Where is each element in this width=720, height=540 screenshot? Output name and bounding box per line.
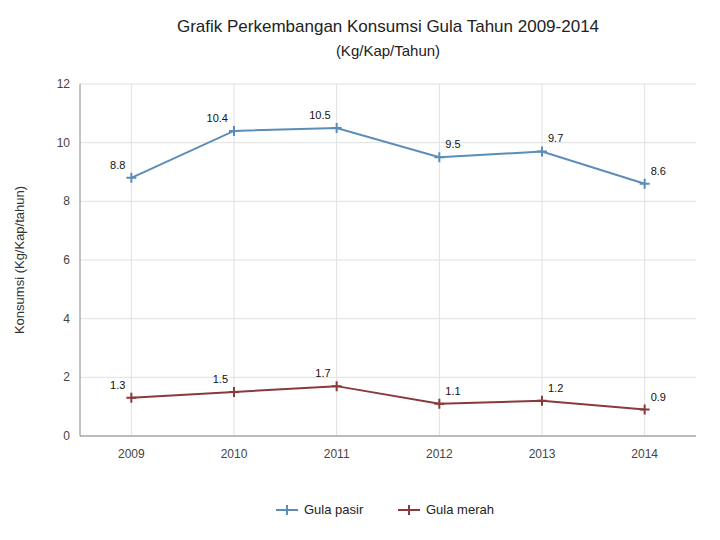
title: Grafik Perkembangan Konsumsi Gula Tahun … (177, 17, 599, 36)
point-marker (126, 173, 136, 183)
point-marker (434, 399, 444, 409)
x-axis-line (80, 436, 696, 437)
data-label: 1.1 (445, 385, 460, 397)
data-label: 8.8 (110, 159, 125, 171)
data-label: 1.3 (110, 379, 125, 391)
x-tick-label: 2010 (221, 447, 248, 461)
legend-item: Gula merah (398, 502, 494, 517)
point-marker (640, 405, 650, 415)
data-label: 1.5 (213, 373, 228, 385)
legend-item: Gula pasir (276, 502, 364, 517)
point-marker (537, 396, 547, 406)
data-label: 1.2 (548, 382, 563, 394)
legend-marker (282, 505, 292, 515)
y-grid-line (80, 318, 696, 319)
x-grid-line (131, 84, 132, 436)
plot-area (126, 123, 649, 415)
x-grid-line (234, 84, 235, 436)
y-grid-line (80, 377, 696, 378)
grid (80, 84, 696, 436)
y-tick-label: 0 (63, 429, 70, 443)
point-marker (332, 381, 342, 391)
legend-label: Gula merah (426, 502, 494, 517)
chart-container: Grafik Perkembangan Konsumsi Gula Tahun … (0, 0, 720, 540)
y-tick-label: 6 (63, 253, 70, 267)
series-line (131, 128, 644, 184)
legend-label: Gula pasir (304, 502, 364, 517)
x-tick-label: 2013 (529, 447, 556, 461)
y-tick-label: 4 (63, 312, 70, 326)
subtitle: (Kg/Kap/Tahun) (336, 42, 440, 59)
data-label: 0.9 (651, 391, 666, 403)
x-tick-label: 2012 (426, 447, 453, 461)
y-tick-label: 8 (63, 194, 70, 208)
x-tick-label: 2009 (118, 447, 145, 461)
point-marker (229, 126, 239, 136)
data-label: 1.7 (315, 367, 330, 379)
point-marker (229, 387, 239, 397)
chart: Grafik Perkembangan Konsumsi Gula Tahun … (0, 0, 720, 540)
x-tick-label: 2011 (324, 447, 350, 461)
y-tick-label: 10 (57, 136, 71, 150)
x-tick-label: 2014 (631, 447, 658, 461)
y-axis-line (80, 84, 81, 436)
y-grid-line (80, 260, 696, 261)
point-marker (537, 146, 547, 156)
x-grid-line (542, 84, 543, 436)
series-line (131, 386, 644, 409)
point-marker (434, 152, 444, 162)
point-marker (126, 393, 136, 403)
y-axis-label: Konsumsi (Kg/Kap/tahun) (12, 186, 27, 334)
y-tick-label: 12 (57, 77, 71, 91)
y-grid-line (80, 201, 696, 202)
x-grid-line (439, 84, 440, 436)
x-grid-line (644, 84, 645, 436)
data-label: 9.7 (548, 132, 563, 144)
legend-marker (404, 505, 414, 515)
data-labels: 8.8 10.4 10.5 9.5 9.7 8.6 1.3 1.5 1.7 1.1 1.2 0.9 (110, 109, 666, 403)
legend: Gula pasir Gula merah (276, 502, 494, 517)
data-label: 10.4 (207, 112, 228, 124)
data-label: 10.5 (309, 109, 330, 121)
point-marker (640, 179, 650, 189)
data-label: 9.5 (445, 138, 460, 150)
data-label: 8.6 (651, 165, 666, 177)
point-marker (332, 123, 342, 133)
y-tick-label: 2 (63, 370, 70, 384)
y-grid-line (80, 84, 696, 85)
y-grid-line (80, 436, 696, 437)
background (0, 0, 720, 540)
